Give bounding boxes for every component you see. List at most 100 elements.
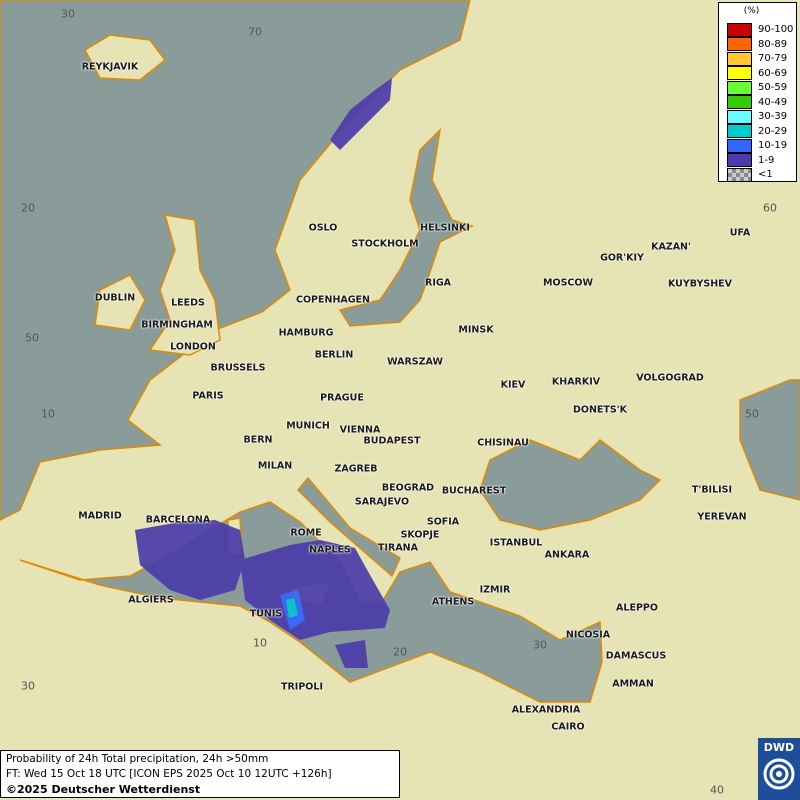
- grid-label: 70: [248, 25, 262, 39]
- black-sea: [479, 439, 662, 531]
- legend-label: 70-79: [758, 53, 788, 64]
- city-label: DAMASCUS: [605, 650, 667, 662]
- prob-area-20-29: [286, 598, 298, 618]
- legend-item: 70-79: [727, 51, 788, 66]
- legend-unit: (%): [743, 6, 760, 16]
- city-label: BUDAPEST: [363, 435, 421, 447]
- city-label: BERN: [243, 434, 273, 446]
- city-label: MUNICH: [286, 420, 330, 432]
- grid-label: 30: [533, 638, 547, 652]
- city-label: VOLGOGRAD: [636, 372, 704, 384]
- city-label: STOCKHOLM: [351, 238, 419, 250]
- legend-swatch: [727, 80, 752, 95]
- city-label: ALEPPO: [616, 602, 658, 614]
- city-label: DUBLIN: [94, 292, 136, 304]
- city-label: SARAJEVO: [354, 496, 410, 508]
- legend-label: 20-29: [758, 125, 788, 137]
- city-label: DONETS'K: [573, 404, 627, 416]
- prob-area-norway: [330, 78, 392, 150]
- city-label: BARCELONA: [145, 514, 211, 526]
- prob-area-tyrrhenian: [240, 540, 390, 640]
- legend-label: 80-89: [758, 38, 788, 50]
- seas: [0, 0, 800, 703]
- city-label: BEOGRAD: [381, 482, 435, 494]
- city-label: COPENHAGEN: [296, 294, 370, 306]
- city-label: BERLIN: [314, 349, 354, 361]
- city-label: MOSCOW: [543, 277, 593, 289]
- city-label: ALEXANDRIA: [511, 704, 581, 716]
- city-label: VIENNA: [339, 424, 381, 436]
- city-label: LONDON: [170, 341, 216, 353]
- legend-swatch: [727, 153, 752, 167]
- legend-item: 10-19: [727, 138, 788, 153]
- city-label: ROME: [290, 527, 322, 539]
- legend-label: 50-59: [758, 82, 788, 93]
- city-label: MADRID: [78, 510, 122, 522]
- city-label: WARSZAW: [387, 356, 443, 368]
- precipitation-probability-areas: [135, 78, 392, 668]
- legend-item: <1: [727, 167, 773, 182]
- legend-item: 50-59: [727, 80, 788, 95]
- legend-item: 60-69: [727, 66, 787, 80]
- legend: (%) 90-100 80-89 70-79 60-69 50-59 40-49 30-39…: [718, 2, 797, 182]
- city-label: KHARKIV: [551, 376, 601, 388]
- city-label: TUNIS: [249, 608, 283, 620]
- atlantic-ocean: [0, 0, 471, 521]
- swirl-icon: [763, 758, 795, 790]
- legend-swatch: [727, 138, 752, 153]
- caption-box: Probability of 24h Total precipitation, …: [0, 750, 400, 798]
- logo-text: DWD: [763, 741, 795, 754]
- legend-label: 40-49: [758, 96, 788, 108]
- legend-item: 80-89: [727, 37, 788, 51]
- grid-label: 10: [253, 636, 267, 650]
- city-label: ALGIERS: [128, 594, 174, 606]
- adriatic-sea: [296, 476, 401, 578]
- caption-forecast-time: FT: Wed 15 Oct 18 UTC [ICON EPS 2025 Oct…: [6, 768, 332, 780]
- grid-label: 20: [393, 645, 407, 659]
- legend-swatch: [727, 124, 752, 138]
- city-label: IZMIR: [479, 584, 511, 596]
- city-label: BRUSSELS: [210, 362, 266, 374]
- city-label: NICOSIA: [565, 629, 611, 641]
- legend-label: 30-39: [758, 111, 788, 122]
- dwd-logo: DWD: [758, 738, 800, 800]
- prob-area-libya: [335, 640, 368, 668]
- caspian-sea: [739, 379, 800, 501]
- caption-title: Probability of 24h Total precipitation, …: [6, 753, 269, 765]
- city-label: BUCHAREST: [441, 485, 507, 497]
- grid-label: 30: [61, 7, 75, 21]
- legend-item: 1-9: [727, 153, 774, 167]
- ireland: [94, 274, 146, 331]
- city-label: TIRANA: [378, 542, 418, 554]
- city-label: PRAGUE: [320, 392, 364, 404]
- legend-item: 90-100: [727, 22, 793, 37]
- city-label: KAZAN': [651, 241, 691, 253]
- city-label: CHISINAU: [477, 437, 529, 449]
- grid-label: 10: [41, 407, 55, 421]
- legend-label: <1: [758, 169, 773, 180]
- legend-swatch: [727, 66, 752, 80]
- caption-copyright: ©2025 Deutscher Wetterdienst: [6, 783, 201, 796]
- grid-label: 40: [710, 783, 724, 797]
- city-label: RIGA: [425, 277, 451, 289]
- city-label: SKOPJE: [400, 529, 440, 541]
- legend-label: 10-19: [758, 140, 788, 151]
- legend-swatch: [727, 167, 752, 182]
- iceland: [84, 34, 167, 81]
- legend-swatch: [727, 95, 752, 109]
- legend-swatch: [727, 109, 752, 124]
- city-label: ANKARA: [544, 549, 590, 561]
- legend-item: 40-49: [727, 95, 788, 109]
- city-label: TRIPOLI: [281, 681, 323, 693]
- legend-item: 20-29: [727, 124, 788, 138]
- city-label: SOFIA: [426, 516, 460, 528]
- city-label: BIRMINGHAM: [141, 319, 213, 331]
- city-label: NAPLES: [309, 544, 351, 556]
- grid-label: 50: [25, 331, 39, 345]
- city-label: ATHENS: [431, 596, 475, 608]
- city-label: KUYBYSHEV: [667, 278, 733, 290]
- legend-item: 30-39: [727, 109, 788, 124]
- city-label: ZAGREB: [334, 463, 378, 475]
